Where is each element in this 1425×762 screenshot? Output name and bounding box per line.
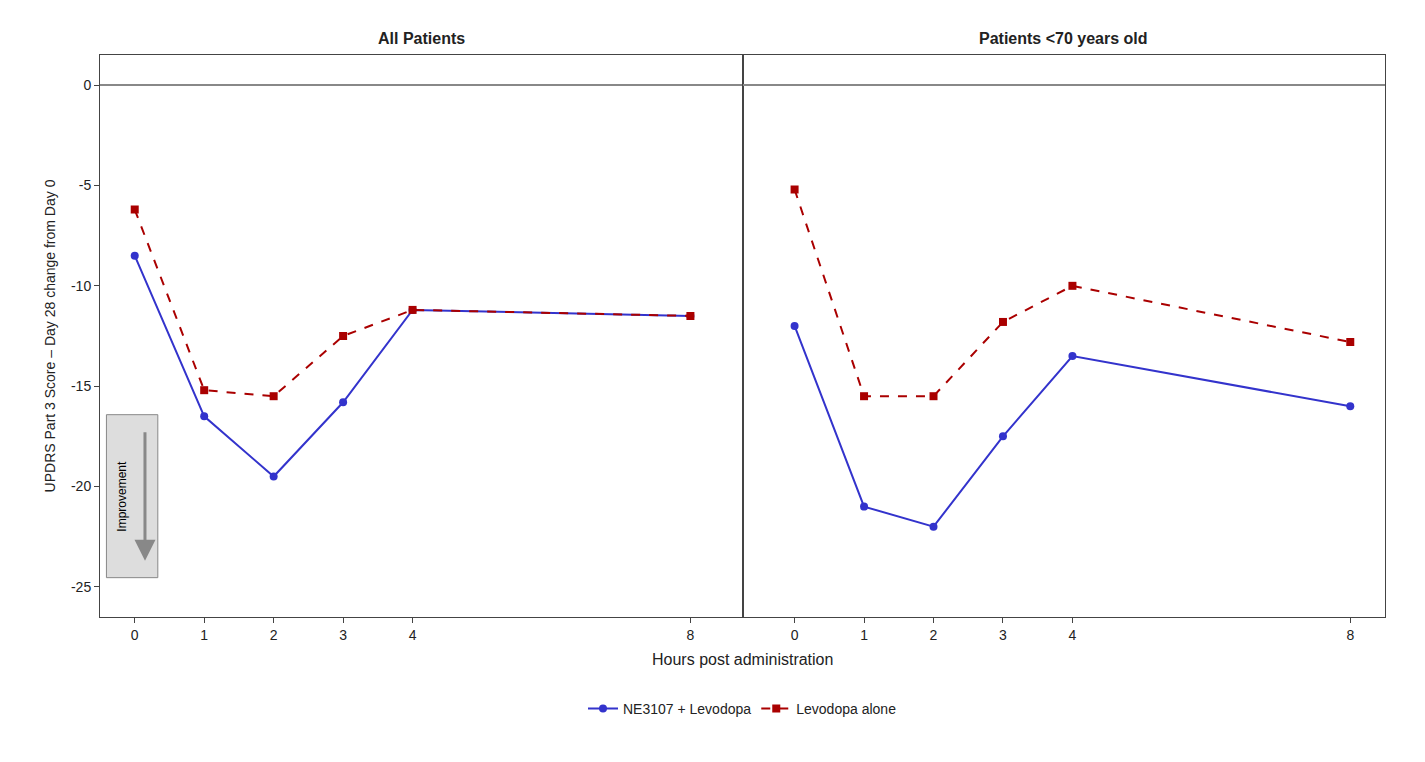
svg-text:0: 0 bbox=[131, 627, 139, 643]
svg-text:1: 1 bbox=[200, 627, 208, 643]
svg-text:-10: -10 bbox=[71, 278, 91, 294]
svg-text:-15: -15 bbox=[71, 378, 91, 394]
svg-text:3: 3 bbox=[999, 627, 1007, 643]
svg-text:8: 8 bbox=[1346, 627, 1354, 643]
svg-text:UPDRS Part 3 Score – Day 28 ch: UPDRS Part 3 Score – Day 28 change from … bbox=[42, 179, 58, 492]
svg-text:4: 4 bbox=[1069, 627, 1077, 643]
svg-text:2: 2 bbox=[270, 627, 278, 643]
svg-text:8: 8 bbox=[687, 627, 695, 643]
svg-text:4: 4 bbox=[409, 627, 417, 643]
svg-text:1: 1 bbox=[860, 627, 868, 643]
svg-text:-25: -25 bbox=[71, 579, 91, 595]
svg-text:All Patients: All Patients bbox=[378, 30, 465, 47]
svg-text:2: 2 bbox=[930, 627, 938, 643]
svg-text:0: 0 bbox=[83, 77, 91, 93]
svg-text:-5: -5 bbox=[79, 177, 92, 193]
svg-text:Improvement: Improvement bbox=[115, 461, 129, 532]
svg-text:-20: -20 bbox=[71, 478, 91, 494]
svg-text:NE3107 + Levodopa: NE3107 + Levodopa bbox=[623, 701, 751, 717]
svg-text:Patients <70 years old: Patients <70 years old bbox=[979, 30, 1148, 47]
svg-text:Levodopa alone: Levodopa alone bbox=[796, 701, 896, 717]
svg-text:Hours post administration: Hours post administration bbox=[652, 651, 833, 668]
svg-text:0: 0 bbox=[791, 627, 799, 643]
svg-text:3: 3 bbox=[339, 627, 347, 643]
